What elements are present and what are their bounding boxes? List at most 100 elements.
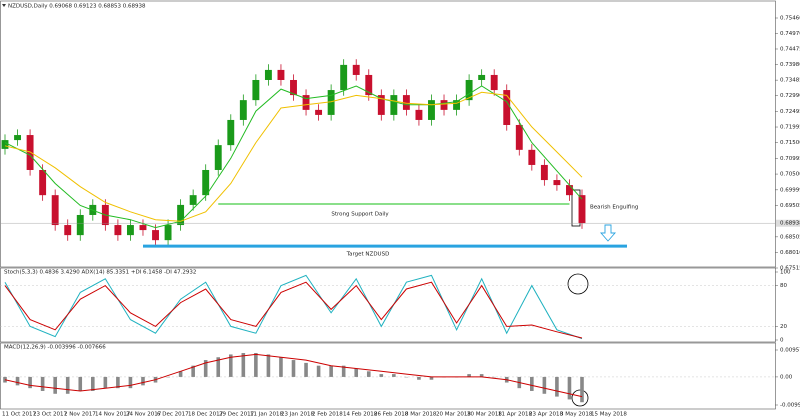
- x-tick-label: 11 Apr 2018: [498, 412, 533, 418]
- candle-body: [277, 69, 285, 80]
- y-tick-label: 0.72495: [780, 109, 800, 115]
- y-tick-label: 20: [780, 324, 787, 330]
- x-tick-label: 18 Dec 2017: [188, 412, 224, 418]
- candle-body: [14, 135, 21, 141]
- macd-bar: [103, 376, 108, 389]
- y-tick-label: 0.67515: [780, 266, 800, 272]
- candle-body: [453, 100, 461, 110]
- candle-body: [327, 90, 335, 115]
- macd-bar: [228, 354, 233, 377]
- macd-bar: [141, 376, 145, 386]
- macd-bar: [429, 376, 434, 380]
- candle-body: [139, 225, 147, 231]
- last-price-box: [776, 219, 800, 227]
- macd-bar: [78, 376, 83, 391]
- x-tick-label: 29 Dec 2017: [219, 412, 255, 418]
- x-tick-label: 6 Dec 2017: [157, 412, 189, 418]
- candle-body: [415, 109, 423, 120]
- candle-body: [352, 64, 360, 75]
- x-tick-label: 2 Nov 2017: [64, 412, 96, 418]
- x-tick-label: 3 May 2018: [560, 412, 593, 418]
- x-tick-label: 24 Nov 2017: [126, 412, 162, 418]
- candle-body: [377, 95, 385, 115]
- y-tick-label: 100: [780, 270, 791, 276]
- stoch-title: Stoch(5,3,3) 0.4836 3.4290 ADX(14) 85.33…: [4, 270, 196, 276]
- macd-bar: [116, 376, 120, 389]
- x-tick-label: 11 Oct 2017: [2, 412, 37, 418]
- candle-body: [164, 225, 172, 241]
- candle-body: [553, 180, 561, 186]
- macd-bar: [203, 360, 208, 377]
- candle-body: [440, 100, 448, 110]
- stoch-panel: [0, 267, 776, 343]
- macd-bar: [479, 374, 484, 377]
- macd-bar: [580, 376, 584, 403]
- macd-bar: [178, 371, 183, 377]
- x-tick-label: 30 Mar 2018: [467, 412, 502, 418]
- stoch-circle: [567, 273, 589, 295]
- x-tick-label: 14 Feb 2018: [343, 412, 378, 418]
- y-tick-label: 0.69999: [780, 187, 800, 193]
- macd-bar: [567, 376, 572, 400]
- macd-bar: [354, 368, 359, 377]
- candle-body: [177, 204, 185, 226]
- macd-circle: [571, 389, 589, 407]
- y-tick-label: 0.70995: [780, 156, 800, 162]
- chart-title: NZDUSD,Daily 0.69068 0.69123 0.68853 0.6…: [8, 4, 146, 10]
- x-tick-label: 23 Jan 2018: [281, 412, 314, 418]
- y-tick-label: 0.68505: [780, 234, 800, 240]
- macd-bar: [65, 376, 70, 394]
- price-panel: [0, 0, 776, 268]
- macd-bar: [316, 365, 321, 377]
- x-tick-label: 23 Apr 2018: [529, 412, 564, 418]
- support-label: Strong Support Daily: [331, 211, 389, 217]
- y-tick-label: 0.73485: [780, 78, 800, 84]
- y-tick-label: 80: [780, 283, 787, 289]
- macd-bar: [555, 376, 559, 397]
- macd-bar: [329, 365, 333, 377]
- last-price-label: 0.68938: [780, 221, 800, 227]
- candle-body: [252, 79, 260, 101]
- macd-bar: [530, 376, 534, 391]
- candle-body: [465, 79, 473, 101]
- candle-body: [239, 100, 247, 120]
- candle-body: [390, 95, 398, 115]
- y-tick-label: 0.009579: [780, 348, 800, 354]
- candle-body: [566, 185, 573, 196]
- macd-bar: [304, 362, 308, 377]
- candle-body: [114, 225, 122, 236]
- y-tick-label: 0.69505: [780, 203, 800, 209]
- macd-bar: [40, 376, 45, 391]
- candle-body: [64, 225, 72, 236]
- candle-body: [51, 195, 59, 226]
- candle-body: [428, 100, 435, 120]
- candle-body: [365, 74, 373, 96]
- candle-body: [1, 140, 9, 149]
- indicator-line: [4, 353, 583, 398]
- macd-bar: [191, 365, 195, 377]
- macd-bar: [91, 376, 95, 391]
- candle-body: [578, 195, 586, 224]
- candle-body: [478, 74, 486, 80]
- indicator-line: [4, 281, 583, 339]
- candle-body: [264, 69, 272, 80]
- y-tick-label: -0.009992: [780, 403, 800, 409]
- macd-title: MACD(12,26,9) -0.003996 -0.007666: [4, 345, 106, 351]
- indicator-line: [4, 274, 583, 340]
- macd-bar: [366, 371, 371, 377]
- candle-body: [189, 195, 197, 205]
- macd-bar: [15, 376, 20, 386]
- macd-bar: [417, 376, 421, 380]
- macd-bar: [542, 376, 547, 394]
- x-tick-label: 15 May 2018: [591, 412, 627, 418]
- y-tick-label: 0: [780, 338, 784, 344]
- candle-body: [152, 230, 159, 241]
- pattern-label: Bearish Engulfing: [590, 204, 638, 210]
- macd-bar: [341, 365, 346, 377]
- indicator-line: [4, 91, 583, 222]
- candle-body: [515, 124, 523, 150]
